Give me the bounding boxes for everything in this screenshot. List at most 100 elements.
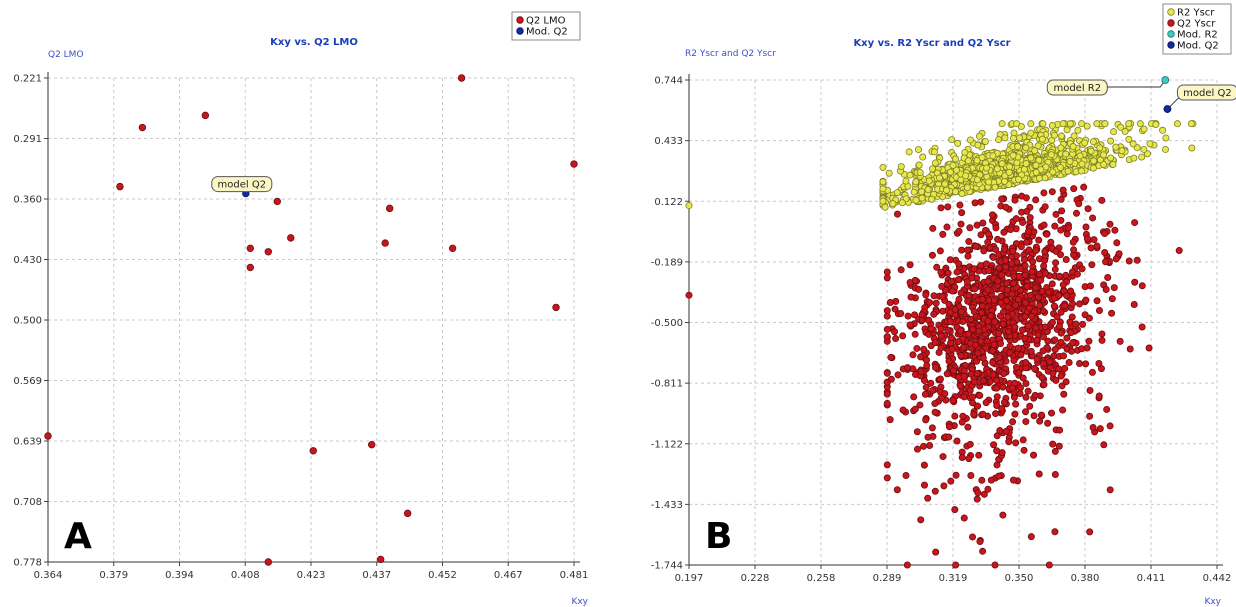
point-q2-yscr (1019, 218, 1027, 226)
point-q2-yscr (1059, 281, 1067, 289)
point-q2-yscr (965, 291, 973, 299)
point-mod-q2 (1163, 105, 1172, 113)
point-q2-yscr (1035, 236, 1043, 244)
point-q2-yscr (1048, 188, 1056, 196)
point-q2-yscr (1030, 451, 1038, 459)
x-tick-label: 0.394 (165, 570, 194, 581)
point-q2-yscr (1076, 300, 1084, 308)
x-tick-label: 0.350 (1005, 573, 1034, 584)
point-q2-yscr (928, 424, 936, 432)
point-q2-yscr (937, 344, 945, 352)
point-q2-yscr (963, 278, 971, 286)
point-q2-yscr (968, 274, 976, 282)
point-q2-yscr (1063, 334, 1071, 342)
point-q2-yscr (943, 370, 951, 378)
point-q2-yscr (1145, 344, 1153, 352)
point-q2-yscr (1012, 215, 1020, 223)
point-r2-yscr (993, 165, 1001, 173)
point-q2-yscr (988, 211, 996, 219)
x-tick-label: 0.408 (231, 570, 260, 581)
point-q2-yscr (969, 325, 977, 333)
chart-b-xlabel: Kxy (1204, 597, 1221, 607)
point-q2-yscr (994, 235, 1002, 243)
point-q2-yscr (1028, 312, 1036, 320)
point-r2-yscr (881, 203, 889, 211)
point-q2-yscr (1112, 255, 1120, 263)
x-tick-label: 0.442 (1203, 573, 1232, 584)
point-q2-yscr (1098, 336, 1106, 344)
point-q2-yscr (1021, 271, 1029, 279)
point-r2-yscr (948, 136, 956, 144)
point-q2-yscr (1011, 196, 1019, 204)
point-q2-yscr (1084, 205, 1092, 213)
point-q2-yscr (1061, 364, 1069, 372)
point-r2-yscr (963, 184, 971, 192)
point-q2-yscr (1088, 261, 1096, 269)
point-q2-yscr (1098, 196, 1106, 204)
y-tick-label: 0.221 (13, 74, 42, 85)
point-q2-yscr (913, 344, 921, 352)
point-q2-yscr (1070, 246, 1078, 254)
point-q2-yscr (957, 289, 965, 297)
point-q2-yscr (947, 334, 955, 342)
point-q2-yscr (894, 371, 902, 379)
point-q2-yscr (997, 292, 1005, 300)
point-q2-yscr (1010, 279, 1018, 287)
point-q2-yscr (1075, 200, 1083, 208)
point-q2-yscr (964, 330, 972, 338)
point-q2-yscr (977, 262, 985, 270)
point-q2-yscr (1028, 268, 1036, 276)
point-q2-yscr (985, 267, 993, 275)
point-r2-yscr (912, 178, 920, 186)
point-r2-yscr (1076, 152, 1084, 160)
point-r2-yscr (1125, 135, 1133, 143)
point-r2-yscr (910, 188, 918, 196)
point-r2-yscr (1009, 151, 1017, 159)
point-q2-yscr (953, 437, 961, 445)
y-tick-label: 0.744 (654, 76, 683, 87)
point-q2-yscr (1041, 203, 1049, 211)
x-tick-label: 0.380 (1071, 573, 1100, 584)
point-q2-yscr (927, 379, 935, 387)
point-q2-yscr (1108, 295, 1116, 303)
point-r2-yscr (918, 188, 926, 196)
point-q2-lmo (457, 74, 466, 82)
point-q2-yscr (1019, 374, 1027, 382)
point-r2-yscr (975, 132, 983, 140)
point-r2-yscr (928, 195, 936, 203)
point-q2-yscr (911, 311, 919, 319)
point-q2-yscr (1008, 384, 1016, 392)
legend-swatch (516, 27, 524, 35)
point-q2-yscr (1021, 262, 1029, 270)
point-q2-yscr (971, 199, 979, 207)
point-q2-yscr (923, 361, 931, 369)
point-q2-yscr (951, 506, 959, 514)
point-r2-yscr (879, 163, 887, 171)
point-q2-yscr (883, 268, 891, 276)
point-r2-yscr (946, 168, 954, 176)
point-q2-yscr (899, 406, 907, 414)
point-q2-yscr (940, 482, 948, 490)
plot-area: 0.364 0.379 0.394 0.408 0.423 0.437 0.452 0.467… (13, 72, 588, 581)
point-q2-yscr (973, 495, 981, 503)
point-q2-yscr (1131, 278, 1139, 286)
point-mod-r2 (1161, 76, 1170, 84)
point-q2-yscr (1063, 230, 1071, 238)
x-tick-label: 0.423 (297, 570, 326, 581)
point-q2-yscr (883, 325, 891, 333)
point-q2-yscr (1102, 258, 1110, 266)
point-q2-yscr (1078, 345, 1086, 353)
point-q2-yscr (930, 292, 938, 300)
point-q2-yscr (891, 305, 899, 313)
point-r2-yscr (1064, 167, 1072, 175)
point-r2-yscr (912, 196, 920, 204)
point-q2-yscr (944, 326, 952, 334)
point-q2-yscr (922, 291, 930, 299)
point-q2-yscr (1037, 411, 1045, 419)
legend-label: Mod. R2 (1177, 30, 1218, 41)
point-q2-yscr (965, 238, 973, 246)
point-q2-yscr (1001, 257, 1009, 265)
point-r2-yscr (1125, 120, 1133, 128)
point-q2-yscr (966, 440, 974, 448)
point-q2-yscr (1033, 336, 1041, 344)
